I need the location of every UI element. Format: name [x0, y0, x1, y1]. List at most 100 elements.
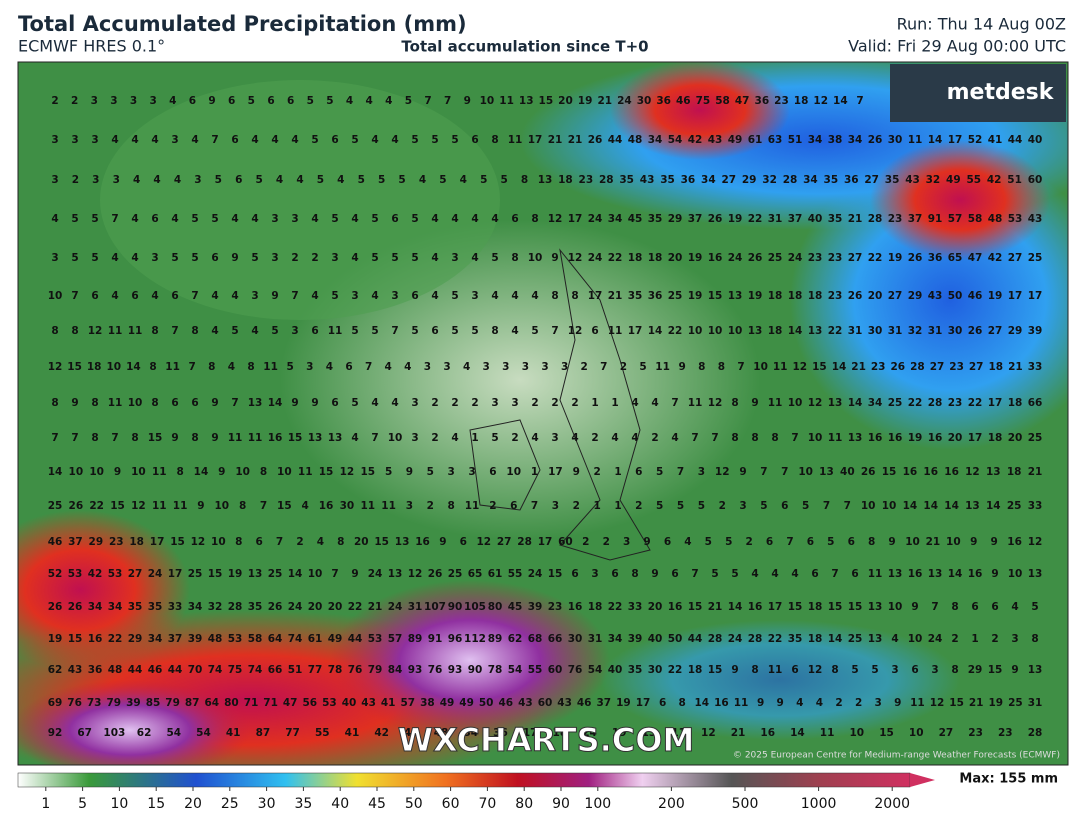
grid-value: 3 [271, 252, 278, 264]
grid-value: 21 [731, 727, 746, 739]
grid-value: 3 [130, 95, 137, 107]
grid-value: 70 [188, 664, 203, 676]
grid-value: 10 [708, 325, 723, 337]
grid-value: 4 [491, 213, 498, 225]
grid-value: 1 [593, 500, 600, 512]
grid-value: 24 [588, 213, 603, 225]
grid-value: 11 [328, 325, 343, 337]
grid-value: 4 [531, 432, 538, 444]
grid-value: 34 [848, 134, 863, 146]
grid-value: 14 [986, 500, 1001, 512]
grid-value: 3 [451, 252, 458, 264]
grid-value: 10 [388, 432, 403, 444]
colorbar-label: 45 [368, 796, 386, 812]
grid-value: 19 [48, 633, 63, 645]
grid-value: 41 [345, 727, 360, 739]
grid-value: 10 [506, 466, 521, 478]
grid-value: 4 [531, 290, 538, 302]
grid-value: 3 [411, 397, 418, 409]
grid-value: 15 [879, 727, 894, 739]
grid-value: 2 [431, 432, 438, 444]
grid-value: 28 [748, 633, 763, 645]
grid-value: 7 [331, 568, 338, 580]
grid-value: 20 [648, 601, 663, 613]
grid-value: 53 [368, 633, 383, 645]
grid-value: 13 [986, 466, 1001, 478]
grid-value: 6 [489, 466, 496, 478]
grid-value: 17 [568, 213, 583, 225]
grid-value: 50 [479, 697, 494, 709]
grid-value: 5 [531, 325, 538, 337]
grid-value: 43 [928, 290, 943, 302]
grid-value: 22 [348, 601, 363, 613]
grid-value: 5 [760, 500, 767, 512]
grid-value: 89 [488, 633, 503, 645]
grid-value: 2 [746, 536, 753, 548]
grid-value: 7 [831, 568, 838, 580]
grid-value: 5 [287, 361, 294, 373]
grid-value: 13 [728, 290, 743, 302]
grid-value: 30 [888, 134, 903, 146]
grid-value: 39 [188, 633, 203, 645]
grid-value: 8 [151, 325, 158, 337]
grid-value: 22 [868, 252, 883, 264]
grid-value: 4 [317, 536, 324, 548]
grid-value: 15 [788, 601, 803, 613]
grid-value: 16 [708, 252, 723, 264]
grid-value: 5 [705, 536, 712, 548]
grid-value: 57 [948, 213, 963, 225]
grid-value: 7 [71, 432, 78, 444]
grid-value: 9 [643, 536, 650, 548]
grid-value: 43 [361, 697, 376, 709]
grid-value: 9 [439, 536, 446, 548]
grid-value: 27 [721, 174, 736, 186]
grid-value: 13 [868, 633, 883, 645]
grid-value: 15 [882, 466, 897, 478]
grid-value: 3 [502, 361, 509, 373]
grid-value: 21 [608, 290, 623, 302]
grid-value: 3 [71, 134, 78, 146]
grid-value: 31 [928, 325, 943, 337]
grid-value: 7 [531, 500, 538, 512]
grid-value: 92 [48, 727, 63, 739]
grid-value: 3 [271, 213, 278, 225]
grid-value: 49 [459, 697, 474, 709]
grid-value: 12 [930, 697, 945, 709]
grid-value: 13 [819, 466, 834, 478]
grid-value: 8 [751, 664, 758, 676]
grid-value: 8 [771, 432, 778, 444]
grid-value: 23 [109, 536, 124, 548]
grid-value: 27 [888, 290, 903, 302]
grid-value: 18 [768, 290, 783, 302]
grid-value: 9 [888, 536, 895, 548]
grid-value: 2 [551, 397, 558, 409]
grid-value: 4 [365, 95, 372, 107]
grid-value: 36 [656, 95, 671, 107]
grid-value: 4 [816, 697, 823, 709]
grid-value: 3 [424, 361, 431, 373]
grid-value: 52 [968, 134, 983, 146]
grid-value: 25 [48, 500, 63, 512]
grid-value: 23 [774, 95, 789, 107]
grid-value: 35 [128, 601, 143, 613]
grid-value: 79 [165, 697, 180, 709]
grid-value: 26 [890, 361, 905, 373]
grid-value: 15 [208, 568, 223, 580]
grid-value: 46 [676, 95, 691, 107]
grid-value: 57 [388, 633, 403, 645]
grid-value: 20 [558, 95, 573, 107]
grid-value: 25 [1028, 252, 1043, 264]
grid-value: 26 [968, 325, 983, 337]
grid-value: 28 [517, 536, 532, 548]
grid-value: 9 [777, 697, 784, 709]
grid-value: 14 [648, 325, 663, 337]
grid-value: 7 [291, 290, 298, 302]
grid-value: 9 [757, 697, 764, 709]
grid-value: 10 [128, 397, 143, 409]
grid-value: 4 [684, 536, 691, 548]
grid-value: 74 [208, 664, 223, 676]
grid-value: 58 [968, 213, 983, 225]
grid-value: 11 [820, 727, 835, 739]
run: Run: Thu 14 Aug 00Z [897, 15, 1066, 34]
grid-value: 31 [408, 601, 423, 613]
